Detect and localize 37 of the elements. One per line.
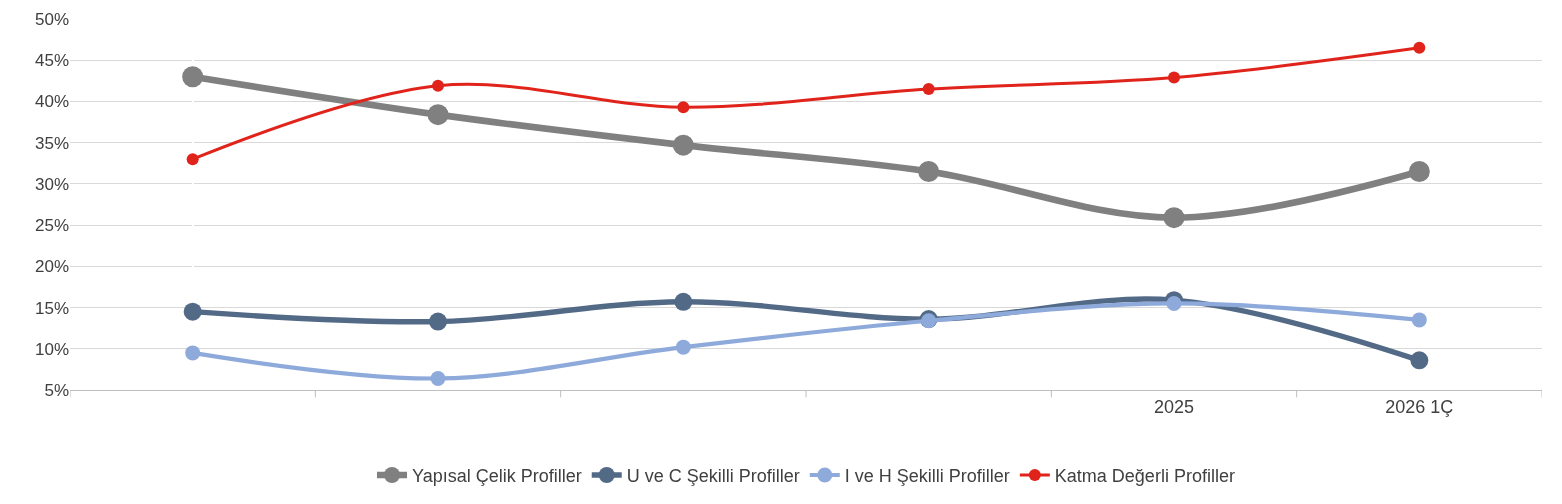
y-tick-label: 45% bbox=[34, 51, 69, 71]
point bbox=[922, 83, 935, 96]
point bbox=[430, 370, 446, 386]
point bbox=[1413, 41, 1426, 54]
point bbox=[674, 292, 693, 311]
legend-label: U ve C Şekilli Profiller bbox=[626, 466, 800, 486]
legend-label: Yapısal Çelik Profiller bbox=[412, 466, 582, 486]
point bbox=[427, 104, 449, 126]
x-tick-label: 2025 bbox=[1153, 396, 1195, 417]
point bbox=[918, 161, 940, 183]
legend-label: Katma Değerli Profiller bbox=[1054, 466, 1235, 486]
y-tick-label: 25% bbox=[34, 216, 69, 236]
point bbox=[1411, 312, 1427, 328]
point bbox=[1168, 71, 1180, 84]
y-tick-label: 10% bbox=[34, 339, 69, 359]
point bbox=[429, 312, 447, 331]
point bbox=[183, 302, 202, 321]
y-tick-label: 20% bbox=[34, 257, 69, 277]
point bbox=[1166, 295, 1182, 311]
point bbox=[675, 339, 691, 355]
y-tick-label: 30% bbox=[34, 174, 69, 194]
point bbox=[1408, 161, 1430, 183]
point bbox=[677, 101, 690, 114]
y-tick-label: 40% bbox=[34, 92, 69, 112]
y-tick-label: 5% bbox=[44, 380, 69, 400]
point bbox=[672, 134, 694, 156]
y-tick-label: 50% bbox=[34, 9, 69, 29]
point bbox=[1410, 351, 1429, 370]
legend-label: I ve H Şekilli Profiller bbox=[844, 466, 1010, 486]
point bbox=[182, 66, 204, 88]
y-tick-label: 35% bbox=[34, 133, 69, 153]
point bbox=[186, 153, 199, 166]
x-tick-label: 2026 1Ç bbox=[1385, 396, 1454, 417]
point bbox=[432, 79, 444, 92]
y-tick-label: 15% bbox=[34, 298, 69, 318]
point bbox=[1163, 207, 1185, 229]
point bbox=[185, 345, 201, 361]
